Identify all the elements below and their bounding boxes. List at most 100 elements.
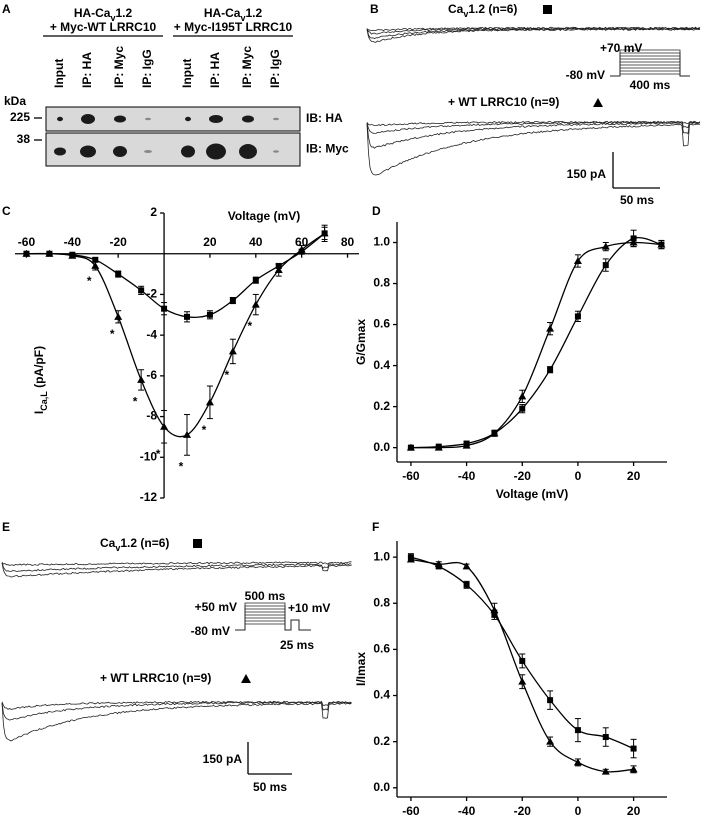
current-trace xyxy=(366,121,701,134)
lane-label: Input xyxy=(52,59,66,88)
legend-square xyxy=(543,5,552,14)
data-point xyxy=(297,245,306,253)
data-point xyxy=(434,560,443,568)
y-tick-label: 0.8 xyxy=(373,276,390,290)
scale-label: 150 pA xyxy=(203,752,243,766)
y-tick-label: 1.0 xyxy=(373,235,390,249)
blot-band xyxy=(181,145,195,158)
y-axis-label-part: (pA/pF) xyxy=(32,346,46,391)
data-point xyxy=(22,249,31,257)
data-point xyxy=(519,405,526,412)
x-tick-label: -20 xyxy=(514,469,532,483)
x-tick-label: -40 xyxy=(64,235,82,249)
blot-band xyxy=(81,114,95,124)
trace-label-part: + WT LRRC10 (n=9) xyxy=(448,95,559,109)
group-title-part: 1.2 xyxy=(116,6,133,20)
protocol-label: +10 mV xyxy=(288,601,330,615)
panel-letter: E xyxy=(2,520,10,534)
blot-band xyxy=(144,150,152,153)
data-point xyxy=(518,677,527,685)
data-point xyxy=(490,429,499,437)
group-subtitle: + Myc-WT LRRC10 xyxy=(50,20,157,34)
group-subtitle: + Myc-I195T LRRC10 xyxy=(174,20,293,34)
y-tick-label: 0.8 xyxy=(373,595,390,609)
lane-label: IP: HA xyxy=(208,52,222,88)
x-axis-label: Voltage (mV) xyxy=(228,209,300,223)
y-tick-label: 0.2 xyxy=(373,399,390,413)
current-trace xyxy=(1,701,352,721)
current-trace xyxy=(1,562,352,573)
y-tick-label: 1.0 xyxy=(373,549,390,563)
significance-marker: * xyxy=(156,447,161,461)
data-point xyxy=(137,375,146,383)
data-point xyxy=(629,238,638,246)
panel-letter: A xyxy=(2,2,11,16)
x-tick-label: 40 xyxy=(249,235,263,249)
significance-marker: * xyxy=(110,327,115,341)
series-line xyxy=(410,241,662,449)
legend-triangle xyxy=(593,98,603,107)
trace-label-part: Ca xyxy=(100,536,116,550)
data-point xyxy=(406,555,415,563)
protocol-step xyxy=(235,619,311,631)
series-line xyxy=(410,556,634,750)
protocol-label: 25 ms xyxy=(280,638,314,652)
x-tick-label: -20 xyxy=(110,235,128,249)
blot-band xyxy=(209,115,223,123)
data-point xyxy=(274,266,283,273)
data-point xyxy=(519,657,526,664)
panel-letter: D xyxy=(372,204,381,218)
y-axis-label: ICa,L (pA/pF) xyxy=(32,346,49,414)
data-point xyxy=(252,277,259,284)
blot-band xyxy=(54,147,66,156)
lane-label: Input xyxy=(180,59,194,88)
data-point xyxy=(115,271,122,278)
data-point xyxy=(601,767,610,775)
blot-band xyxy=(185,116,191,122)
protocol-label: +70 mV xyxy=(600,41,642,55)
blot-band xyxy=(80,145,96,158)
blot-band xyxy=(114,115,126,123)
current-trace xyxy=(1,702,352,742)
current-trace xyxy=(366,120,701,127)
blot-band xyxy=(239,144,257,159)
blot-band xyxy=(113,146,127,157)
data-point xyxy=(161,305,168,312)
x-tick-label: -20 xyxy=(514,804,532,818)
y-axis-label-part: I/Imax xyxy=(354,652,368,686)
panel-letter: F xyxy=(372,520,379,534)
group-title-part: HA-Ca xyxy=(74,6,111,20)
x-tick-label: 20 xyxy=(627,469,641,483)
lane-label: IP: Myc xyxy=(240,46,254,88)
data-point xyxy=(206,311,213,318)
scale-label: 150 pA xyxy=(567,167,607,181)
data-point xyxy=(205,398,214,406)
x-tick-label: 0 xyxy=(575,469,582,483)
significance-marker: * xyxy=(87,274,92,288)
blot-band xyxy=(57,116,63,122)
y-tick-label: -8 xyxy=(146,409,157,423)
data-point xyxy=(160,422,169,430)
data-point xyxy=(546,324,555,332)
y-tick-label: 0.4 xyxy=(373,358,390,372)
y-tick-label: 0.6 xyxy=(373,317,390,331)
protocol-label: -80 mV xyxy=(191,624,230,638)
legend-triangle xyxy=(241,674,251,683)
protocol-label: 500 ms xyxy=(245,589,286,603)
significance-marker: * xyxy=(202,423,207,437)
data-point xyxy=(602,262,609,269)
data-point xyxy=(601,242,610,250)
trace-label-part: 1.2 (n=6) xyxy=(468,2,517,16)
protocol-step xyxy=(610,67,690,77)
trace-label: + WT LRRC10 (n=9) xyxy=(100,671,211,685)
data-point xyxy=(490,606,499,614)
legend-square xyxy=(193,539,202,548)
data-point xyxy=(547,697,554,704)
data-point xyxy=(629,765,638,773)
y-tick-label: -4 xyxy=(146,327,157,341)
marker-unit: kDa xyxy=(4,94,26,108)
trace-label-part: + WT LRRC10 (n=9) xyxy=(100,671,211,685)
data-point xyxy=(228,347,237,355)
lane-label: IP: Myc xyxy=(112,46,126,88)
